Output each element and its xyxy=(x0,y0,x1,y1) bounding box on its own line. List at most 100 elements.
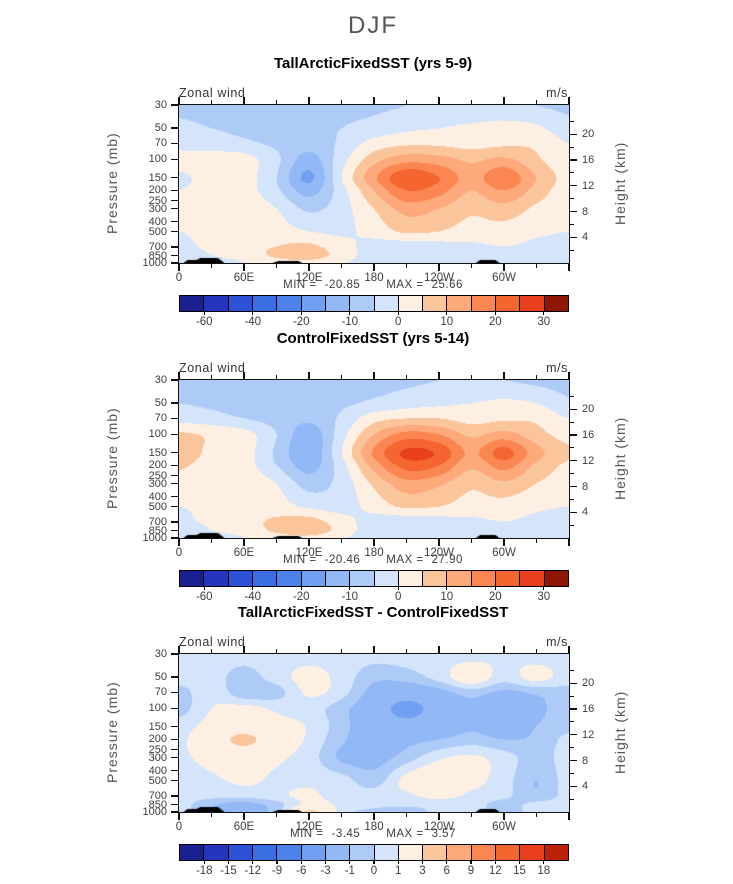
max-label: MAX = xyxy=(386,554,424,566)
colorbar-segment xyxy=(543,571,568,586)
max-value: 27.90 xyxy=(431,554,463,566)
colorbar-segment xyxy=(251,296,277,311)
longitude-tick xyxy=(438,372,440,379)
colorbar-tick-label: -1 xyxy=(344,865,355,877)
longitude-minor-tick xyxy=(405,375,408,379)
longitude-minor-tick xyxy=(470,813,473,817)
colorbar: -60 -40 -20 -10 0 10 20 30 xyxy=(179,570,569,603)
longitude-tick-label: 120W xyxy=(423,547,455,559)
pressure-tick xyxy=(171,757,178,759)
colorbar-segment xyxy=(446,296,471,311)
height-minor-tick xyxy=(570,498,574,500)
longitude-minor-tick xyxy=(340,100,343,104)
pressure-tick xyxy=(171,537,178,539)
height-minor-tick xyxy=(570,747,574,749)
longitude-tick xyxy=(243,372,245,379)
colorbar-tick-label: -6 xyxy=(296,865,307,877)
colorbar-segment xyxy=(373,845,398,860)
colorbar-tick-label: -15 xyxy=(220,865,237,877)
colorbar-tick-label: 1 xyxy=(395,865,402,877)
colorbar-segment xyxy=(251,571,277,586)
height-tick xyxy=(570,460,577,462)
colorbar-tick-label: 0 xyxy=(395,316,402,328)
height-tick xyxy=(570,133,577,135)
plot-units-label: m/s xyxy=(546,86,568,100)
longitude-minor-tick xyxy=(275,264,278,268)
colorbar-segment xyxy=(373,571,398,586)
colorbar-segment xyxy=(203,571,228,586)
pressure-tick-label: 1000 xyxy=(142,806,167,818)
contour-canvas xyxy=(179,105,569,263)
pressure-tick-label: 250 xyxy=(148,469,167,482)
pressure-tick-label: 700 xyxy=(148,789,167,802)
longitude-minor-tick xyxy=(340,539,343,543)
colorbar-tick xyxy=(227,860,230,864)
pressure-tick xyxy=(171,506,178,508)
colorbar-segment xyxy=(495,571,520,586)
colorbar-tick xyxy=(300,311,302,315)
pressure-tick xyxy=(171,221,178,223)
pressure-axis-label: Pressure (mb) xyxy=(104,407,120,509)
height-minor-tick xyxy=(570,395,574,397)
colorbar-tick-label: -40 xyxy=(244,316,262,328)
colorbar-tick xyxy=(470,860,472,864)
longitude-minor-tick xyxy=(275,813,278,817)
longitude-tick xyxy=(308,539,310,546)
contour-plot: 30 50 70 100 150 200 250 300 400 500 700 850 1000 20 1… xyxy=(143,97,594,284)
longitude-tick xyxy=(243,264,245,271)
pressure-tick-label: 50 xyxy=(154,671,167,684)
pressure-tick-label: 70 xyxy=(154,686,167,699)
pressure-tick-label: 150 xyxy=(148,720,167,733)
colorbar-segment xyxy=(397,571,423,586)
pressure-tick xyxy=(171,176,178,179)
longitude-tick xyxy=(308,264,310,271)
colorbar-segment xyxy=(470,296,496,311)
longitude-tick xyxy=(568,372,570,379)
pressure-tick-label: 1000 xyxy=(142,257,167,269)
longitude-minor-tick xyxy=(210,649,213,653)
longitude-tick xyxy=(178,372,180,379)
height-tick-label: 20 xyxy=(582,128,595,141)
longitude-tick xyxy=(503,813,505,820)
height-tick xyxy=(570,785,577,787)
pressure-tick xyxy=(171,246,178,248)
colorbar-segment xyxy=(422,845,447,860)
height-minor-tick xyxy=(570,421,574,423)
pressure-tick xyxy=(171,653,178,655)
longitude-tick-label: 180 xyxy=(364,272,384,284)
longitude-minor-tick xyxy=(210,264,213,268)
colorbar-segment xyxy=(180,571,204,586)
longitude-tick xyxy=(438,813,440,820)
longitude-tick xyxy=(243,813,245,820)
colorbar-segment xyxy=(495,296,520,311)
pressure-tick-label: 850 xyxy=(148,249,167,262)
pressure-tick-label: 100 xyxy=(148,702,167,715)
longitude-tick-label: 120E xyxy=(295,547,323,559)
longitude-tick xyxy=(503,539,505,546)
height-tick xyxy=(570,408,577,410)
max-label: MAX = xyxy=(386,279,424,291)
colorbar-segment xyxy=(349,571,374,586)
colorbar-tick xyxy=(543,311,545,315)
pressure-tick-label: 850 xyxy=(148,798,167,811)
pressure-tick xyxy=(171,521,178,523)
longitude-minor-tick xyxy=(275,375,278,379)
pressure-tick-label: 250 xyxy=(148,743,167,756)
colorbar-segment xyxy=(519,845,544,860)
height-tick-label: 20 xyxy=(582,677,595,690)
colorbar-tick xyxy=(349,311,351,315)
longitude-tick xyxy=(568,264,570,271)
height-tick xyxy=(570,511,577,513)
colorbar-segment xyxy=(349,296,374,311)
colorbar-segment xyxy=(422,571,447,586)
height-minor-tick xyxy=(570,473,574,475)
pressure-tick-label: 30 xyxy=(154,374,167,386)
colorbar-tick xyxy=(324,860,327,864)
pressure-tick-label: 50 xyxy=(154,397,167,410)
longitude-minor-tick xyxy=(210,539,213,543)
longitude-tick xyxy=(308,813,310,820)
height-axis-label: Height (km) xyxy=(612,416,628,500)
longitude-tick-label: 60E xyxy=(233,547,255,559)
longitude-minor-tick xyxy=(470,264,473,268)
